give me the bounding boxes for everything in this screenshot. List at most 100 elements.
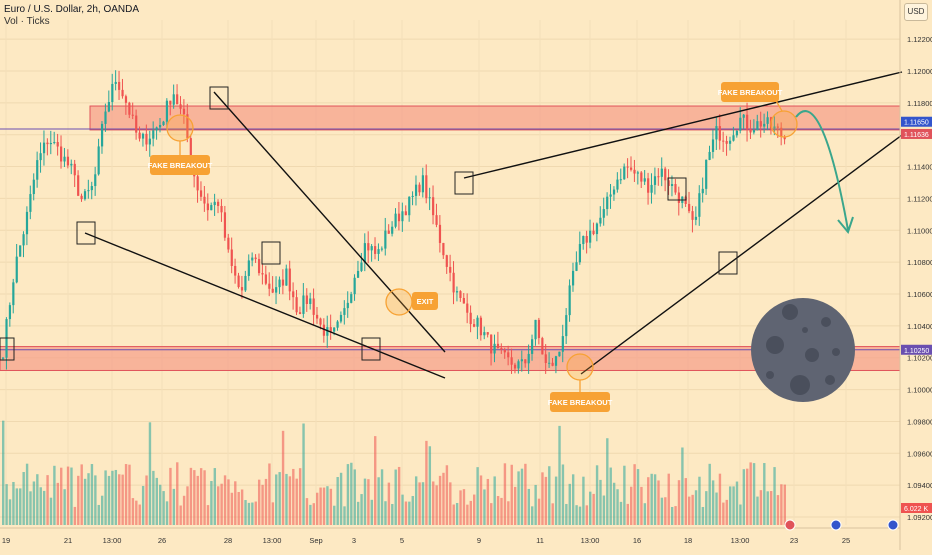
candle [397, 213, 401, 222]
volume-bar [677, 480, 681, 525]
y-tick-label: 1.10800 [907, 258, 932, 267]
candle [15, 256, 18, 283]
volume-bar [391, 503, 394, 525]
volume-bar [571, 474, 575, 525]
candle [346, 302, 349, 309]
volume-bar [87, 473, 90, 525]
candle [227, 237, 230, 250]
candle [691, 211, 694, 220]
volume-bar [107, 475, 111, 525]
candle [670, 184, 674, 186]
candle [391, 226, 394, 234]
candle [302, 295, 305, 314]
volume-bar [442, 472, 445, 525]
volume-bar [234, 481, 237, 525]
candle [414, 184, 418, 196]
candle [155, 127, 158, 131]
candle [510, 357, 513, 365]
volume-bar [493, 476, 496, 525]
volume-bar [360, 494, 363, 525]
volume-bar [100, 495, 104, 525]
candle [312, 298, 315, 315]
candle [537, 319, 541, 339]
candle [244, 275, 247, 291]
y-tick-label: 1.09400 [907, 481, 932, 490]
candle [49, 143, 52, 145]
candle [288, 268, 291, 292]
candle [60, 146, 63, 162]
price-label-bg [901, 116, 932, 127]
candle [124, 96, 128, 103]
x-tick-label: 9 [477, 536, 481, 545]
candle [230, 249, 233, 266]
price-label: 1.11650 [904, 120, 929, 127]
x-tick-label: 5 [400, 536, 404, 545]
volume-bar [104, 470, 107, 525]
volume-bar [397, 466, 401, 525]
volume-bar [780, 484, 783, 525]
volume-bar [739, 504, 742, 525]
candle [162, 121, 165, 125]
candle [756, 121, 759, 131]
volume-bar [435, 485, 438, 525]
volume-bar [636, 469, 640, 525]
volume-bar [77, 475, 80, 525]
candle [725, 140, 728, 144]
marker-box [76, 221, 96, 245]
volume-bar [346, 464, 350, 525]
candle [479, 317, 483, 336]
volume-bar [452, 504, 455, 525]
price-label-bg [901, 128, 932, 139]
volume-bar [534, 484, 537, 525]
y-tick-label: 1.09600 [907, 449, 932, 458]
currency-button[interactable]: USD [904, 3, 928, 21]
candle [585, 236, 588, 243]
candle [609, 194, 612, 197]
candle [39, 153, 42, 161]
volume-bar [387, 482, 391, 525]
volume-bar [585, 505, 589, 525]
x-tick-label: 26 [158, 536, 166, 545]
candle [42, 142, 46, 154]
volume-bar [210, 481, 213, 525]
candle [711, 139, 715, 152]
volume-bar [165, 501, 169, 525]
volume-bar [275, 474, 278, 525]
x-tick-label: 25 [842, 536, 850, 545]
volume-bar [459, 490, 462, 525]
candles-layer [2, 70, 786, 374]
candle [326, 327, 329, 336]
candle [203, 196, 206, 204]
volume-bar [80, 464, 83, 525]
candle [616, 179, 619, 190]
volume-bar [159, 484, 162, 525]
candle [268, 283, 271, 289]
candle [264, 274, 268, 284]
y-tick-label: 1.11400 [907, 163, 932, 172]
volume-bar [418, 482, 421, 525]
volume-bar [333, 505, 336, 525]
volume-bar [322, 487, 326, 525]
candle [507, 352, 510, 358]
candle [63, 156, 66, 162]
candle [401, 211, 404, 222]
volume-bar [22, 472, 25, 525]
volume-bar [356, 501, 360, 525]
volume-bar [251, 502, 254, 525]
candle [271, 288, 274, 293]
volume-bar [537, 498, 541, 525]
candle [455, 291, 459, 293]
volume-bar [421, 482, 425, 525]
volume-bar [595, 465, 599, 525]
volume-bar [735, 481, 739, 525]
volume-value-label: 6.022 K [904, 506, 928, 513]
volume-bar [141, 485, 145, 525]
candle [667, 180, 670, 186]
volume-bar [63, 489, 66, 525]
volume-bar [411, 495, 414, 525]
volume-bar [776, 495, 780, 525]
volume-bar [124, 464, 128, 525]
volume-bar [42, 490, 46, 525]
candle [32, 179, 35, 195]
